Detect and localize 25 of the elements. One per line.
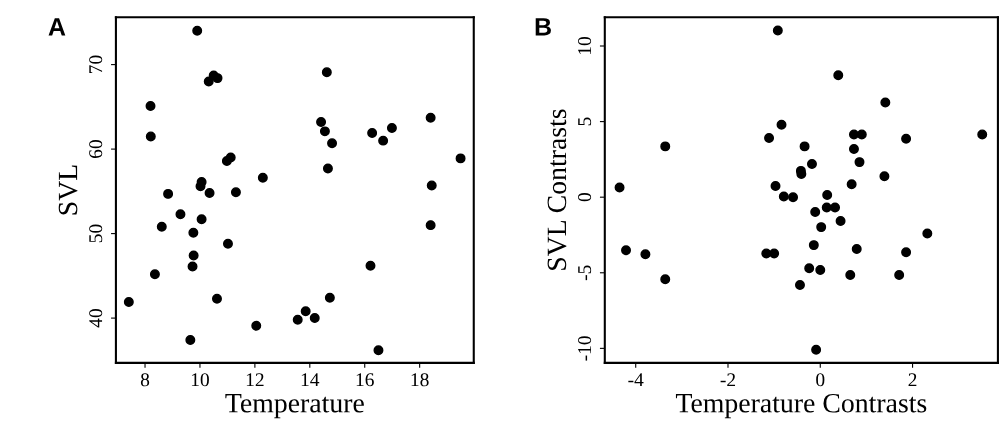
y-tick-label: 5: [578, 117, 592, 126]
y-tick-label: -10: [578, 336, 592, 361]
x-tick-label: 2: [908, 373, 917, 387]
text: B: [535, 18, 551, 36]
x-tick-label: 8: [140, 373, 150, 387]
x-tick-label: 0: [816, 373, 825, 387]
x-tick-label: 16: [356, 373, 374, 387]
text: A: [48, 18, 66, 36]
y-tick-label: 10: [578, 37, 592, 55]
y-tick-label: 40: [89, 309, 103, 328]
y-tick-label: 70: [89, 55, 103, 74]
x-tick-label: 12: [246, 373, 264, 387]
y-tick-label: 60: [89, 140, 103, 158]
x-axis-title: Temperature Contrasts: [675, 393, 927, 419]
x-tick-label: 18: [411, 373, 429, 387]
x-axis-title: Temperature: [225, 394, 364, 419]
x-tick-label: 10: [191, 373, 209, 387]
x-tick-label: -2: [720, 373, 736, 387]
y-tick-label: -5: [578, 265, 592, 281]
y-axis-title: SVL: [58, 165, 78, 215]
x-tick-label: -4: [628, 373, 644, 387]
y-tick-label: 50: [89, 224, 103, 243]
x-tick-label: 14: [301, 373, 320, 387]
y-tick-label: 0: [578, 193, 592, 202]
y-axis-title: SVL Contrasts: [547, 109, 567, 270]
